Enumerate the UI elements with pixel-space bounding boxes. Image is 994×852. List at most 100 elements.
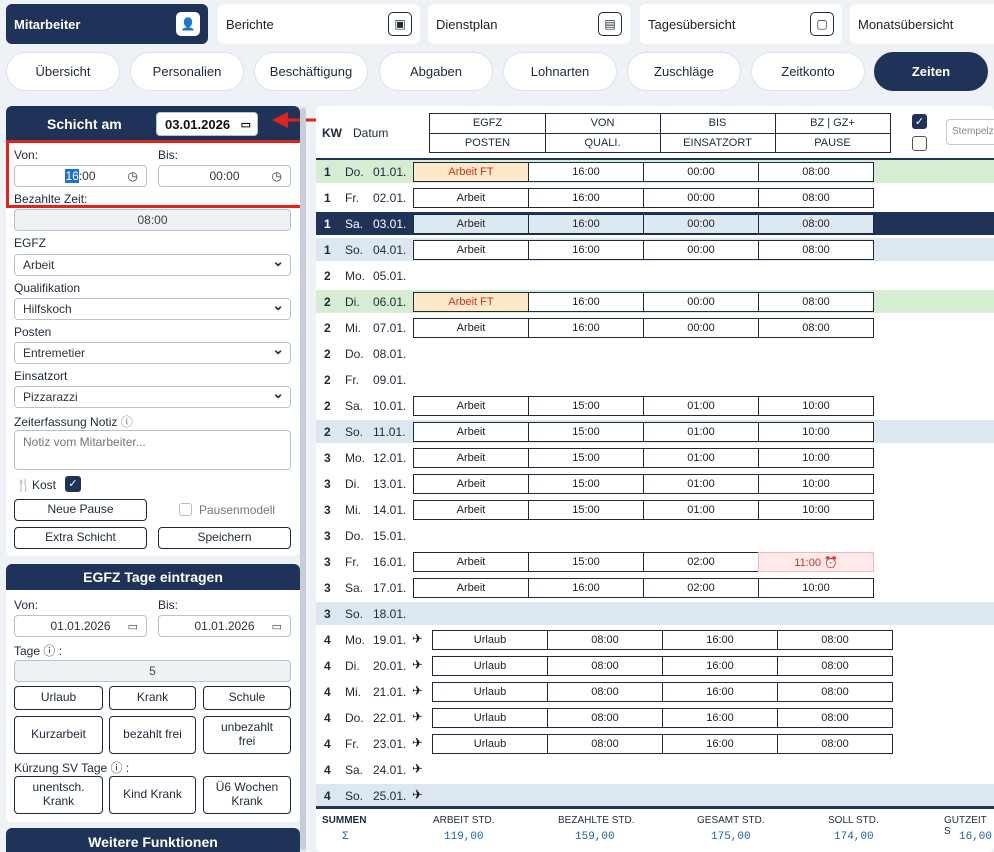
- more-functions-header[interactable]: Weitere Funktionen: [6, 828, 300, 852]
- table-row[interactable]: 4 Do. 22.01. ✈ Urlaub 08:00 16:00 08:00: [316, 706, 994, 729]
- von-cell[interactable]: 16:00: [528, 162, 644, 182]
- bz-cell[interactable]: 08:00: [758, 188, 874, 208]
- schule-button[interactable]: Schule: [203, 686, 291, 710]
- von-cell[interactable]: 08:00: [547, 708, 663, 728]
- nav-mitarbeiter[interactable]: Mitarbeiter 👤: [6, 4, 208, 44]
- select-none-checkbox[interactable]: [912, 136, 927, 151]
- egfz-cell[interactable]: Urlaub: [432, 734, 548, 754]
- egfz-cell[interactable]: Urlaub: [432, 630, 548, 650]
- table-row[interactable]: 3 Di. 13.01. Arbeit 15:00 01:00 10:00: [316, 472, 994, 495]
- table-row[interactable]: 4 So. 25.01. ✈: [316, 784, 994, 807]
- egfz-cell[interactable]: Arbeit: [413, 396, 529, 416]
- von-cell[interactable]: 15:00: [528, 422, 644, 442]
- bz-cell[interactable]: 08:00: [758, 292, 874, 312]
- unentsch-krank-button[interactable]: unentsch. Krank: [14, 776, 103, 814]
- bz-cell[interactable]: 08:00: [777, 708, 893, 728]
- tab-personalien[interactable]: Personalien: [130, 52, 244, 91]
- table-row[interactable]: 4 Mi. 21.01. ✈ Urlaub 08:00 16:00 08:00: [316, 680, 994, 703]
- bz-cell[interactable]: 08:00: [758, 318, 874, 338]
- left-scrollbar-thumb[interactable]: [300, 108, 306, 850]
- table-row[interactable]: 3 Do. 15.01.: [316, 524, 994, 547]
- bz-cell[interactable]: 08:00: [758, 162, 874, 182]
- bz-cell[interactable]: 10:00: [758, 500, 874, 520]
- bis-cell[interactable]: 00:00: [643, 292, 759, 312]
- bis-cell[interactable]: 00:00: [643, 214, 759, 234]
- bz-cell[interactable]: 10:00: [758, 474, 874, 494]
- bz-cell[interactable]: 08:00: [777, 682, 893, 702]
- stempel-input[interactable]: Stempelz: [946, 119, 994, 145]
- tab-uebersicht[interactable]: Übersicht: [6, 52, 120, 91]
- table-row[interactable]: 3 Mo. 12.01. Arbeit 15:00 01:00 10:00: [316, 446, 994, 469]
- von-cell[interactable]: 16:00: [528, 318, 644, 338]
- bz-cell[interactable]: 10:00: [758, 422, 874, 442]
- bis-cell[interactable]: 16:00: [662, 734, 778, 754]
- bis-cell[interactable]: 01:00: [643, 474, 759, 494]
- extra-shift-button[interactable]: Extra Schicht: [14, 527, 147, 549]
- tab-abgaben[interactable]: Abgaben: [379, 52, 493, 91]
- egfz-cell[interactable]: Arbeit: [413, 500, 529, 520]
- von-cell[interactable]: 16:00: [528, 240, 644, 260]
- table-row[interactable]: 2 Di. 06.01. Arbeit FT 16:00 00:00 08:00: [316, 290, 994, 313]
- bis-cell[interactable]: 00:00: [643, 240, 759, 260]
- nav-tagesuebersicht[interactable]: Tagesübersicht ▢: [640, 4, 842, 44]
- kurzarbeit-button[interactable]: Kurzarbeit: [14, 716, 103, 754]
- egfz-cell[interactable]: Urlaub: [432, 656, 548, 676]
- egfz-select[interactable]: Arbeit: [14, 253, 291, 276]
- table-row[interactable]: 1 So. 04.01. Arbeit 16:00 00:00 08:00: [316, 238, 994, 261]
- table-row[interactable]: 1 Sa. 03.01. Arbeit 16:00 00:00 08:00: [316, 210, 994, 235]
- table-row[interactable]: 4 Fr. 23.01. ✈ Urlaub 08:00 16:00 08:00: [316, 732, 994, 755]
- bis-cell[interactable]: 01:00: [643, 396, 759, 416]
- bz-cell[interactable]: 08:00: [758, 240, 874, 260]
- von-cell[interactable]: 16:00: [528, 578, 644, 598]
- egfz-cell[interactable]: Arbeit: [413, 448, 529, 468]
- nav-monatsuebersicht[interactable]: Monatsübersicht: [850, 4, 994, 44]
- bis-cell[interactable]: 16:00: [662, 656, 778, 676]
- bis-cell[interactable]: 16:00: [662, 708, 778, 728]
- nav-berichte[interactable]: Berichte ▣: [218, 4, 420, 44]
- bis-cell[interactable]: 01:00: [643, 500, 759, 520]
- von-cell[interactable]: 16:00: [528, 214, 644, 234]
- bis-cell[interactable]: 00:00: [643, 318, 759, 338]
- von-cell[interactable]: 08:00: [547, 682, 663, 702]
- kind-krank-button[interactable]: Kind Krank: [109, 776, 196, 814]
- von-cell[interactable]: 16:00: [528, 188, 644, 208]
- table-row[interactable]: 4 Mo. 19.01. ✈ Urlaub 08:00 16:00 08:00: [316, 628, 994, 651]
- egfz-cell[interactable]: Arbeit: [413, 474, 529, 494]
- table-row[interactable]: 1 Do. 01.01. Arbeit FT 16:00 00:00 08:00: [316, 160, 994, 183]
- bis-cell[interactable]: 02:00: [643, 578, 759, 598]
- tab-zeitkonto[interactable]: Zeitkonto: [751, 52, 865, 91]
- bz-cell[interactable]: 08:00: [777, 656, 893, 676]
- egfz-cell[interactable]: Arbeit FT: [413, 292, 529, 312]
- select-all-checkbox[interactable]: ✓: [912, 114, 927, 129]
- bz-cell[interactable]: 08:00: [777, 630, 893, 650]
- table-row[interactable]: 2 Sa. 10.01. Arbeit 15:00 01:00 10:00: [316, 394, 994, 417]
- bis-cell[interactable]: 16:00: [662, 682, 778, 702]
- tab-beschaeftigung[interactable]: Beschäftigung: [254, 52, 368, 91]
- pausenmodell-checkbox[interactable]: [179, 503, 192, 516]
- von-cell[interactable]: 15:00: [528, 552, 644, 572]
- egfz-cell[interactable]: Urlaub: [432, 682, 548, 702]
- egfz-cell[interactable]: Arbeit: [413, 422, 529, 442]
- shift-date-input[interactable]: 03.01.2026 ▭: [156, 112, 258, 136]
- egfz-cell[interactable]: Arbeit: [413, 214, 529, 234]
- table-row[interactable]: 2 So. 11.01. Arbeit 15:00 01:00 10:00: [316, 420, 994, 443]
- von-cell[interactable]: 16:00: [528, 292, 644, 312]
- note-textarea[interactable]: [14, 430, 291, 470]
- bis-cell[interactable]: 02:00: [643, 552, 759, 572]
- egfz-cell[interactable]: Arbeit: [413, 240, 529, 260]
- qualification-select[interactable]: Hilfskoch: [14, 297, 291, 320]
- bis-cell[interactable]: 00:00: [643, 188, 759, 208]
- bz-cell[interactable]: 10:00: [758, 448, 874, 468]
- tab-zuschlaege[interactable]: Zuschläge: [627, 52, 741, 91]
- kost-checkbox[interactable]: ✓: [65, 476, 81, 492]
- table-row[interactable]: 2 Do. 08.01.: [316, 342, 994, 365]
- save-button[interactable]: Speichern: [158, 527, 291, 549]
- egfz-cell[interactable]: Arbeit: [413, 578, 529, 598]
- egfz-cell[interactable]: Arbeit: [413, 318, 529, 338]
- einsatzort-select[interactable]: Pizzarazzi: [14, 385, 291, 408]
- table-row[interactable]: 4 Di. 20.01. ✈ Urlaub 08:00 16:00 08:00: [316, 654, 994, 677]
- new-pause-button[interactable]: Neue Pause: [14, 499, 147, 521]
- krank-button[interactable]: Krank: [109, 686, 196, 710]
- tab-lohnarten[interactable]: Lohnarten: [503, 52, 617, 91]
- egfz-cell[interactable]: Arbeit FT: [413, 162, 529, 182]
